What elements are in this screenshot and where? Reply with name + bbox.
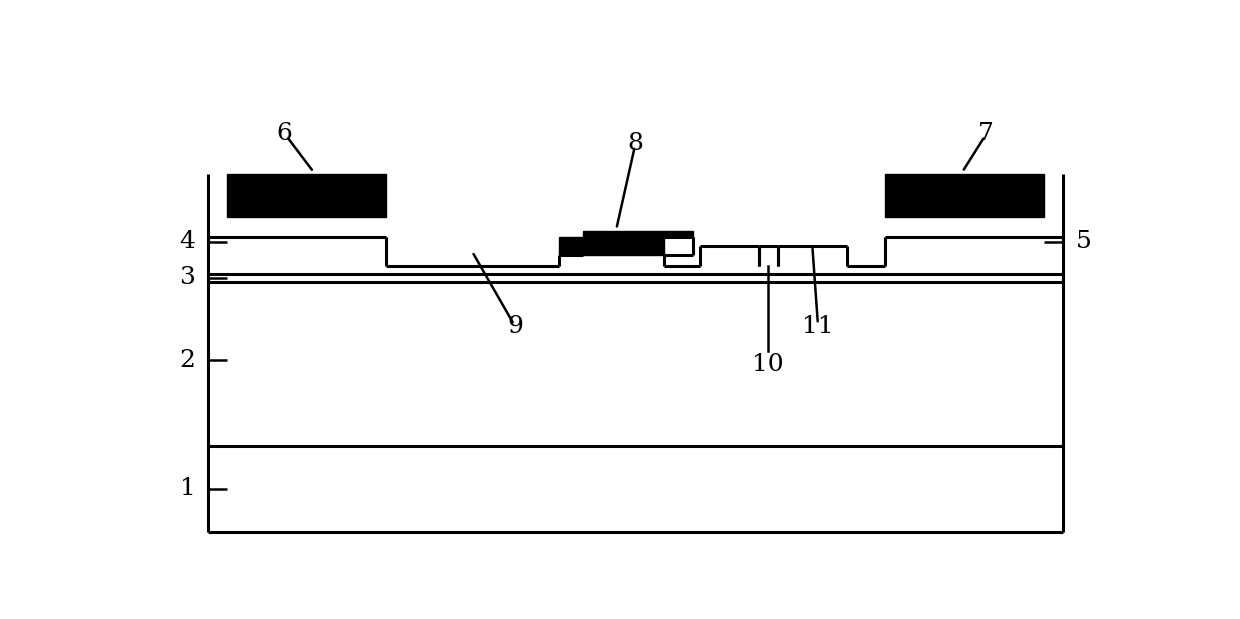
- Text: 10: 10: [753, 353, 784, 376]
- Text: 7: 7: [978, 123, 994, 145]
- Text: 8: 8: [627, 132, 644, 155]
- Text: 5: 5: [1075, 230, 1091, 253]
- Text: 1: 1: [180, 477, 196, 500]
- Bar: [558, 237, 665, 256]
- Bar: [227, 175, 386, 217]
- Text: 11: 11: [802, 316, 833, 339]
- Text: 6: 6: [277, 123, 293, 145]
- Text: 2: 2: [180, 348, 196, 372]
- Bar: [583, 231, 693, 237]
- Text: 4: 4: [180, 230, 196, 253]
- Bar: [885, 175, 1044, 217]
- Text: 9: 9: [507, 316, 523, 339]
- Text: 3: 3: [180, 266, 196, 289]
